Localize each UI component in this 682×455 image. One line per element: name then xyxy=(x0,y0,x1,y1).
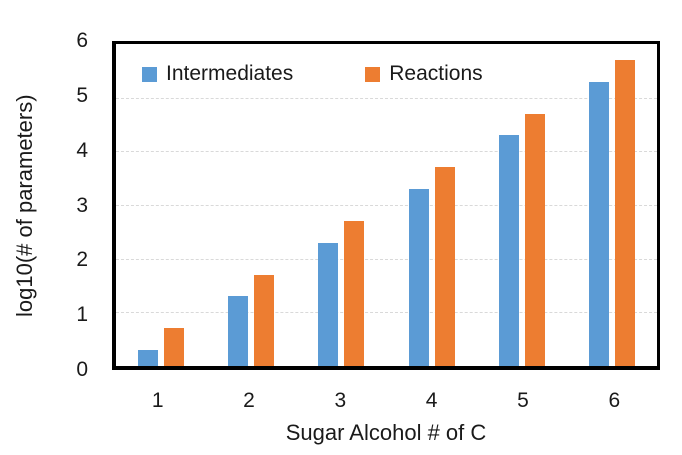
intermediates-bar-6 xyxy=(588,81,609,366)
y-tick-label: 3 xyxy=(76,193,88,217)
bar-group-5 xyxy=(477,44,567,366)
gridline xyxy=(116,312,657,314)
y-tick-label: 2 xyxy=(76,248,88,272)
legend: Intermediates Reactions xyxy=(142,62,483,86)
intermediates-bar-1 xyxy=(138,349,159,366)
gridline xyxy=(116,205,657,206)
bar-group-3 xyxy=(296,44,386,366)
y-tick-label: 4 xyxy=(76,138,88,162)
intermediates-bar-3 xyxy=(318,242,339,366)
legend-swatch-icon xyxy=(365,66,381,82)
reactions-bar-4 xyxy=(434,167,455,366)
reactions-bar-3 xyxy=(344,221,365,366)
y-tick-label: 5 xyxy=(76,83,88,107)
plot-area: Intermediates Reactions xyxy=(112,41,660,370)
bar-group-1 xyxy=(116,44,206,366)
bar-groups xyxy=(116,44,657,366)
x-tick-label: 3 xyxy=(334,389,347,412)
y-tick-label: 0 xyxy=(76,358,88,381)
legend-swatch-icon xyxy=(142,66,157,82)
x-tick-label: 4 xyxy=(425,389,438,412)
legend-label: Intermediates xyxy=(166,62,294,85)
reactions-bar-2 xyxy=(254,274,275,366)
y-tick-label: 1 xyxy=(76,303,88,327)
y-tick-label: 6 xyxy=(76,29,88,52)
reactions-bar-1 xyxy=(164,328,185,366)
x-tick-label: 6 xyxy=(608,389,621,412)
bar-group-4 xyxy=(387,44,477,366)
x-tick-label: 5 xyxy=(517,389,529,412)
reactions-bar-5 xyxy=(524,113,545,366)
x-tick-label: 2 xyxy=(243,389,255,412)
gridline xyxy=(116,151,657,153)
legend-label: Reactions xyxy=(389,62,483,85)
intermediates-bar-2 xyxy=(228,296,249,366)
legend-item-intermediates: Intermediates xyxy=(142,62,293,86)
x-tick-label: 1 xyxy=(151,389,164,412)
legend-item-reactions: Reactions xyxy=(365,62,483,86)
gridline xyxy=(116,97,657,99)
reactions-bar-6 xyxy=(614,60,635,366)
x-axis-tick-labels: 1 2 3 4 5 6 xyxy=(112,388,660,414)
bar-group-2 xyxy=(206,44,296,366)
intermediates-bar-4 xyxy=(408,188,429,366)
intermediates-bar-5 xyxy=(498,135,519,366)
x-axis-title: Sugar Alcohol # of C xyxy=(285,420,487,445)
y-axis-tick-labels: 0 1 2 3 4 5 6 xyxy=(0,29,100,381)
gridline xyxy=(116,258,657,260)
bar-group-6 xyxy=(567,44,657,366)
